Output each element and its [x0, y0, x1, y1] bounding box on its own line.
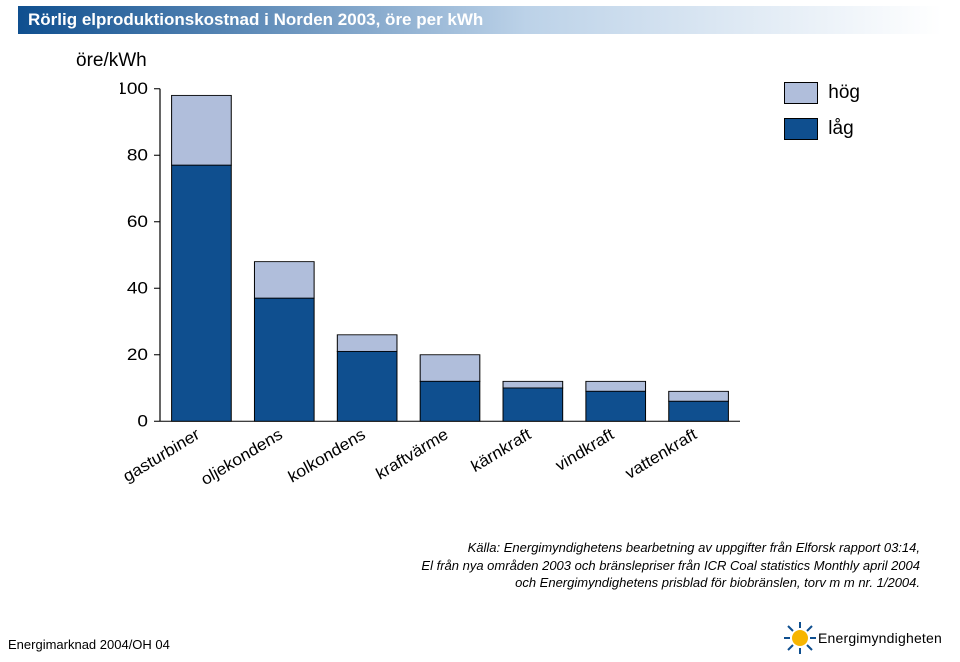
- source-line: El från nya områden 2003 och bränslepris…: [421, 557, 920, 575]
- legend: hög låg: [784, 82, 860, 154]
- svg-text:60: 60: [127, 212, 148, 231]
- svg-text:100: 100: [120, 80, 148, 98]
- legend-item: låg: [784, 118, 860, 140]
- bar-high-segment: [337, 335, 397, 352]
- legend-swatch: [784, 118, 818, 140]
- legend-label: hög: [828, 82, 860, 104]
- bar-high-segment: [586, 381, 646, 391]
- category-label: vattenkraft: [621, 425, 703, 482]
- bar-low-segment: [586, 391, 646, 421]
- bar-high-segment: [172, 95, 232, 165]
- legend-label: låg: [828, 118, 853, 140]
- chart-area: öre/kWh 0 20 40 60 80 100 gasturbineroljekonde…: [70, 50, 890, 570]
- category-label: vindkraft: [551, 425, 619, 474]
- bar-low-segment: [172, 165, 232, 421]
- category-label: oljekondens: [196, 425, 287, 488]
- bar-low-segment: [503, 388, 563, 421]
- bar-low-segment: [669, 401, 729, 421]
- footer-logo-text: Energimyndigheten: [818, 630, 942, 646]
- category-label: kärnkraft: [466, 425, 536, 475]
- energimyndigheten-icon: [782, 620, 818, 656]
- svg-text:40: 40: [127, 279, 148, 298]
- svg-text:80: 80: [127, 146, 148, 165]
- page: Rörlig elproduktionskostnad i Norden 200…: [0, 0, 960, 662]
- source-citation: Källa: Energimyndighetens bearbetning av…: [421, 539, 920, 592]
- bar-low-segment: [254, 298, 314, 421]
- svg-text:20: 20: [127, 345, 148, 364]
- chart-title: Rörlig elproduktionskostnad i Norden 200…: [28, 10, 483, 30]
- bar-low-segment: [337, 351, 397, 421]
- category-label: kraftvärme: [371, 426, 452, 483]
- bar-chart: 0 20 40 60 80 100 gasturbineroljekondenskolkon…: [120, 80, 760, 500]
- footer-slide-id: Energimarknad 2004/OH 04: [8, 637, 170, 652]
- bar-high-segment: [669, 391, 729, 401]
- source-line: Källa: Energimyndighetens bearbetning av…: [421, 539, 920, 557]
- bar-low-segment: [420, 381, 480, 421]
- svg-text:0: 0: [137, 412, 148, 431]
- bar-high-segment: [503, 381, 563, 388]
- title-bar: Rörlig elproduktionskostnad i Norden 200…: [18, 6, 942, 34]
- footer-logo: Energimyndigheten: [782, 620, 942, 656]
- source-line: och Energimyndighetens prisblad för biob…: [421, 574, 920, 592]
- bar-high-segment: [254, 262, 314, 299]
- category-label: kolkondens: [283, 425, 370, 485]
- bar-high-segment: [420, 355, 480, 382]
- category-label: gasturbiner: [120, 425, 205, 485]
- legend-swatch: [784, 82, 818, 104]
- legend-item: hög: [784, 82, 860, 104]
- y-axis-label: öre/kWh: [76, 50, 147, 72]
